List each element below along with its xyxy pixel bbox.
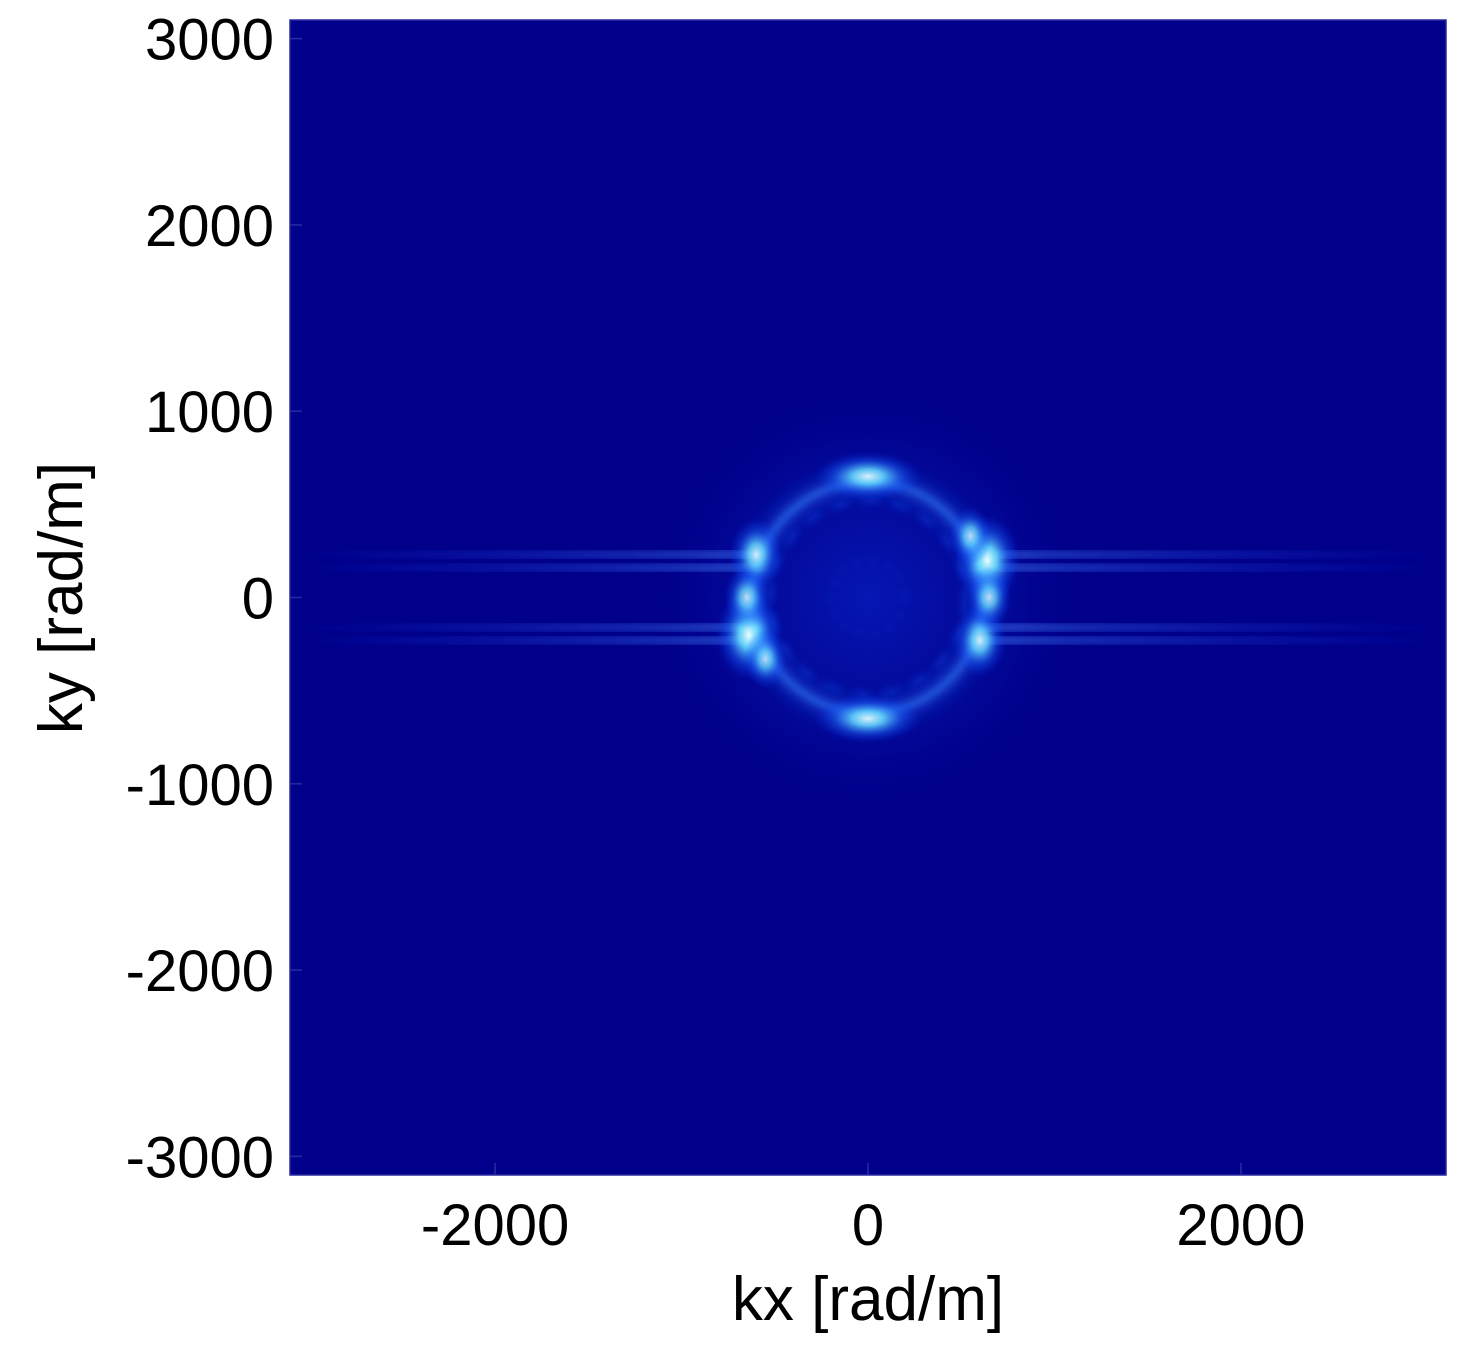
x-tick-label: -2000 [421, 1193, 569, 1258]
y-tick-label: -1000 [126, 753, 274, 818]
y-axis-ticks: 3000 2000 1000 0 -1000 -2000 -3000 [126, 8, 302, 1190]
diffuse-halo [648, 377, 1088, 818]
x-tick-label: 2000 [1176, 1193, 1305, 1258]
streak-left-1 [290, 564, 763, 571]
hotspot-9 [949, 506, 992, 566]
streak-left-2 [290, 624, 763, 631]
y-tick-label: -3000 [126, 1125, 274, 1190]
y-tick-label: 0 [242, 567, 274, 632]
hotspot-6 [724, 566, 770, 629]
y-tick-label: 2000 [145, 194, 274, 259]
center-ring [829, 559, 907, 636]
y-tick-label: -2000 [126, 939, 274, 1004]
y-tick-label: 1000 [145, 380, 274, 445]
x-axis-ticks: -2000 0 2000 [421, 1163, 1305, 1258]
hotspot-5 [814, 694, 922, 743]
streak-right-2 [973, 624, 1446, 631]
streak-right-3 [973, 637, 1446, 644]
streak-right-1 [973, 564, 1446, 571]
hotspot-8 [744, 629, 787, 689]
hotspot-7 [966, 566, 1012, 629]
streak-right-0 [973, 551, 1446, 558]
streak-left-0 [290, 551, 763, 558]
x-axis-label: kx [rad/m] [732, 1265, 1004, 1334]
streak-left-3 [290, 637, 763, 644]
x-tick-label: 0 [852, 1193, 884, 1258]
heatmap-layer [290, 377, 1446, 818]
hotspot-4 [814, 452, 922, 501]
y-tick-label: 3000 [145, 8, 274, 73]
y-axis-label: ky [rad/m] [27, 462, 96, 734]
